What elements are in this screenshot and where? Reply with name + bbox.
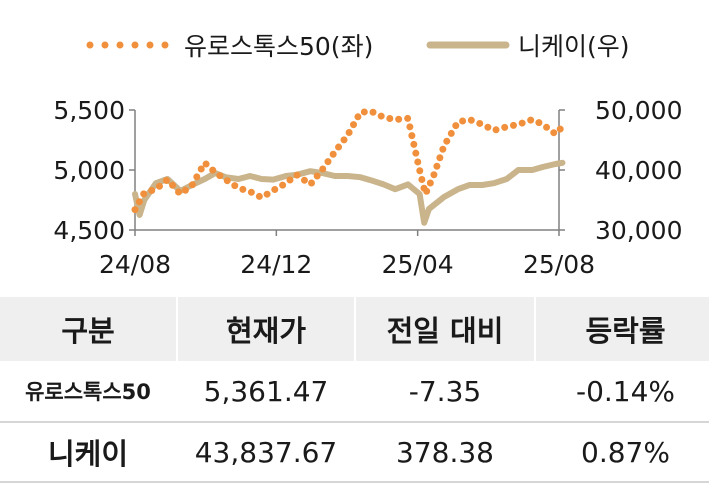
left-tick-label: 4,500 <box>53 216 125 245</box>
legend-label-eurostoxx: 유로스톡스50(좌) <box>184 32 373 61</box>
x-axis-ticks: 24/08 24/12 25/04 25/08 <box>99 230 595 279</box>
nikkei-change-rate: 0.87% <box>535 422 709 483</box>
legend-label-nikkei: 니케이(우) <box>518 32 630 61</box>
eurostoxx-change: -7.35 <box>355 361 536 423</box>
eurostoxx-line <box>131 107 566 214</box>
nikkei-change: 378.38 <box>355 422 536 483</box>
nikkei-line <box>132 159 566 226</box>
x-tick-label: 25/08 <box>523 250 595 279</box>
series-eurostoxx <box>131 107 566 214</box>
header-change: 전일 대비 <box>355 297 536 361</box>
header-category: 구분 <box>0 297 178 361</box>
header-price: 현재가 <box>177 297 356 361</box>
row-label-eurostoxx: 유로스톡스50 <box>0 361 178 423</box>
quote-table: 구분 현재가 전일 대비 등락률 유로스톡스50 5,361.47 -7.35 … <box>0 297 709 483</box>
right-tick-label: 30,000 <box>595 216 682 245</box>
header-change-rate: 등락률 <box>535 297 709 361</box>
eurostoxx-price: 5,361.47 <box>177 361 356 423</box>
table-header-row: 구분 현재가 전일 대비 등락률 <box>0 297 709 361</box>
left-tick-label: 5,000 <box>53 156 125 185</box>
right-tick-label: 50,000 <box>595 96 682 125</box>
left-tick-label: 5,500 <box>53 96 125 125</box>
x-tick-label: 24/08 <box>99 250 171 279</box>
nikkei-price: 43,837.67 <box>177 422 356 483</box>
right-tick-label: 40,000 <box>595 156 682 185</box>
x-tick-label: 25/04 <box>382 250 454 279</box>
row-label-nikkei: 니케이 <box>0 422 178 483</box>
eurostoxx-change-rate: -0.14% <box>535 361 709 423</box>
left-axis-ticks: 4,500 5,000 5,500 <box>53 96 135 245</box>
table-row: 유로스톡스50 5,361.47 -7.35 -0.14% <box>0 361 709 423</box>
series-nikkei <box>132 159 566 226</box>
right-axis-ticks: 30,000 40,000 50,000 <box>559 96 682 245</box>
table-row: 니케이 43,837.67 378.38 0.87% <box>0 422 709 483</box>
chart: 유로스톡스50(좌) 니케이(우) 4,500 5,000 5,500 30,000… <box>53 32 682 279</box>
legend: 유로스톡스50(좌) 니케이(우) <box>86 32 630 61</box>
x-tick-label: 24/12 <box>240 250 312 279</box>
